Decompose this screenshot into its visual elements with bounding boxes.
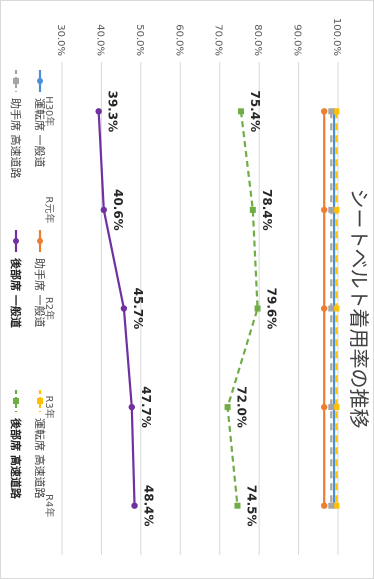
data-label: 45.7% xyxy=(131,288,145,330)
legend-marker xyxy=(37,238,43,244)
legend-label: 運転席 高速道路 xyxy=(33,418,47,499)
grid-layer xyxy=(61,62,339,555)
y-tick-label: 70.0% xyxy=(213,24,224,56)
data-point xyxy=(95,108,102,115)
data-label: 40.6% xyxy=(111,189,125,231)
data-point xyxy=(321,305,328,312)
series-line xyxy=(97,111,136,506)
data-point xyxy=(100,206,107,214)
data-point xyxy=(328,404,335,411)
data-point xyxy=(321,502,328,509)
data-point xyxy=(333,108,340,115)
data-point xyxy=(321,108,328,115)
legend-label: 運転席 一般道 xyxy=(33,98,47,168)
data-point xyxy=(131,502,138,509)
data-label: 78.4% xyxy=(260,189,274,231)
legend-marker xyxy=(37,78,43,84)
data-label-layer: 39.3% 40.6% 45.7% 47.7% 48.4% 75.4% 78.4% 79.6%… xyxy=(106,90,279,526)
data-point xyxy=(328,502,335,509)
y-tick-label: 80.0% xyxy=(252,24,263,56)
legend-marker xyxy=(13,238,19,244)
x-tick-label: R3年 xyxy=(43,395,56,418)
y-tick-label: 30.0% xyxy=(55,24,66,56)
series-layer xyxy=(95,108,340,509)
y-tick-label: 100.0% xyxy=(331,18,342,56)
y-tick-label: 90.0% xyxy=(292,24,303,56)
data-point xyxy=(328,206,335,213)
chart-title: シートベルト着用率の推移 xyxy=(347,189,371,429)
data-point xyxy=(328,305,335,312)
series-line xyxy=(226,111,259,506)
data-label: 72.0% xyxy=(235,386,249,428)
legend-label: 後部席 一般道 xyxy=(9,258,23,328)
data-point xyxy=(120,305,128,312)
data-point xyxy=(238,108,245,115)
data-label: 75.4% xyxy=(248,90,262,132)
data-point xyxy=(249,206,256,213)
legend-label: 助手席 一般道 xyxy=(33,258,47,328)
axis-layer: 30.0% 40.0% 50.0% 60.0% 70.0% 80.0% 90.0% 100.0… xyxy=(43,18,342,517)
data-point xyxy=(321,206,328,214)
x-tick-label: H30年 xyxy=(43,96,56,126)
x-tick-label: R元年 xyxy=(43,196,56,223)
data-point xyxy=(224,404,231,411)
data-label: 47.7% xyxy=(139,386,153,428)
x-tick-label: R4年 xyxy=(43,494,56,517)
data-point xyxy=(333,305,340,312)
data-point xyxy=(254,305,261,312)
y-tick-label: 60.0% xyxy=(173,24,184,56)
data-point xyxy=(328,108,335,115)
data-point xyxy=(128,403,135,411)
data-point xyxy=(234,502,241,509)
data-point xyxy=(321,403,328,411)
data-label: 79.6% xyxy=(265,288,279,330)
data-point xyxy=(333,502,340,509)
legend-marker xyxy=(37,398,43,404)
y-tick-label: 40.0% xyxy=(94,24,105,56)
data-point xyxy=(333,404,340,411)
legend-label: 助手席 高速道路 xyxy=(9,98,23,179)
data-point xyxy=(333,206,340,213)
data-label: 48.4% xyxy=(142,485,156,527)
legend-label: 後部席 高速道路 xyxy=(9,418,23,500)
legend-marker xyxy=(13,398,19,404)
legend-marker xyxy=(13,78,19,84)
data-label: 74.5% xyxy=(244,485,258,527)
x-tick-label: R2年 xyxy=(43,297,56,320)
data-label: 39.3% xyxy=(106,90,120,132)
y-tick-label: 50.0% xyxy=(134,24,145,56)
